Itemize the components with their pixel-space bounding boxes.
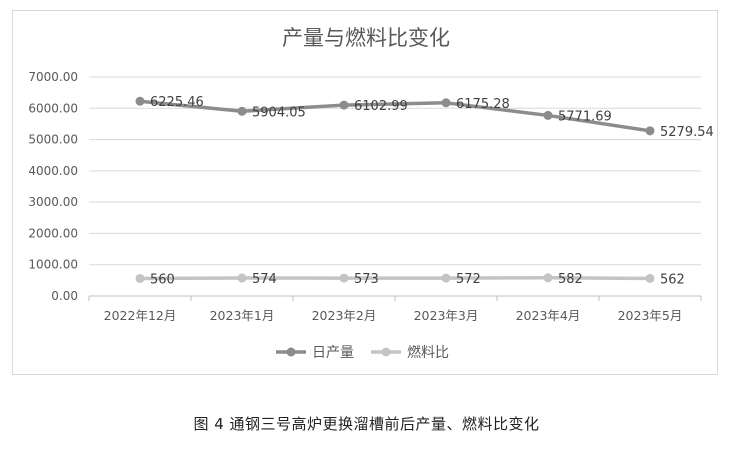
data-point: [645, 273, 655, 283]
data-label: 5904.05: [252, 105, 306, 120]
data-label: 560: [150, 272, 175, 287]
line-chart: 产量与燃料比变化 0.00 1000.00 2000.00 3000.00 4000.0…: [28, 26, 714, 361]
y-tick-label: 2000.00: [28, 226, 78, 240]
data-label: 573: [354, 272, 379, 287]
data-point: [645, 126, 655, 136]
chart-title: 产量与燃料比变化: [282, 26, 450, 50]
x-tick-label: 2023年5月: [618, 308, 683, 323]
legend-marker-1: [381, 347, 391, 357]
data-point: [543, 110, 553, 120]
legend-label-1: 燃料比: [407, 344, 449, 361]
y-axis-ticks: 0.00 1000.00 2000.00 3000.00 4000.00 5000.00 6…: [28, 70, 78, 303]
y-tick-label: 0.00: [51, 289, 78, 303]
data-labels: 6225.46 5904.05 6102.99 6175.28 5771.69 5279.…: [150, 95, 714, 287]
figure-caption: 图 4 通钢三号高炉更换溜槽前后产量、燃料比变化: [193, 415, 540, 433]
data-point: [441, 273, 451, 283]
y-tick-label: 1000.00: [28, 258, 78, 272]
data-label: 574: [252, 272, 277, 287]
series-lines: [135, 96, 655, 283]
data-point: [543, 273, 553, 283]
x-tick-label: 2023年3月: [414, 308, 479, 323]
gridlines: [89, 76, 701, 297]
data-label: 6102.99: [354, 99, 408, 114]
legend-label-0: 日产量: [312, 345, 354, 361]
data-point: [339, 273, 349, 283]
data-label: 5279.54: [660, 125, 714, 140]
legend-marker-0: [286, 347, 296, 357]
series-line-1: [139, 276, 651, 281]
y-tick-label: 4000.00: [28, 164, 78, 178]
data-point: [135, 96, 145, 106]
y-tick-label: 5000.00: [28, 133, 78, 147]
data-label: 5771.69: [558, 109, 612, 124]
x-tick-label: 2023年1月: [210, 308, 275, 323]
data-point: [237, 273, 247, 283]
x-tick-label: 2023年2月: [312, 308, 377, 323]
data-label: 562: [660, 272, 685, 287]
data-point: [441, 98, 451, 108]
y-tick-label: 3000.00: [28, 195, 78, 209]
data-label: 6225.46: [150, 95, 204, 110]
data-point: [339, 100, 349, 110]
y-tick-label: 7000.00: [28, 70, 78, 84]
legend: 日产量 燃料比: [276, 344, 449, 361]
series-line-0: [139, 99, 651, 133]
data-point: [135, 273, 145, 283]
data-point: [237, 106, 247, 116]
data-label: 582: [558, 272, 583, 287]
x-tick-label: 2022年12月: [104, 308, 177, 323]
y-tick-label: 6000.00: [28, 101, 78, 115]
chart-frame: 产量与燃料比变化 0.00 1000.00 2000.00 3000.00 4000.0…: [12, 10, 718, 375]
x-tick-label: 2023年4月: [516, 308, 581, 323]
x-axis-ticks: 2022年12月 2023年1月 2023年2月 2023年3月 2023年4月 2023…: [88, 296, 702, 323]
data-label: 6175.28: [456, 97, 510, 112]
data-label: 572: [456, 272, 481, 287]
